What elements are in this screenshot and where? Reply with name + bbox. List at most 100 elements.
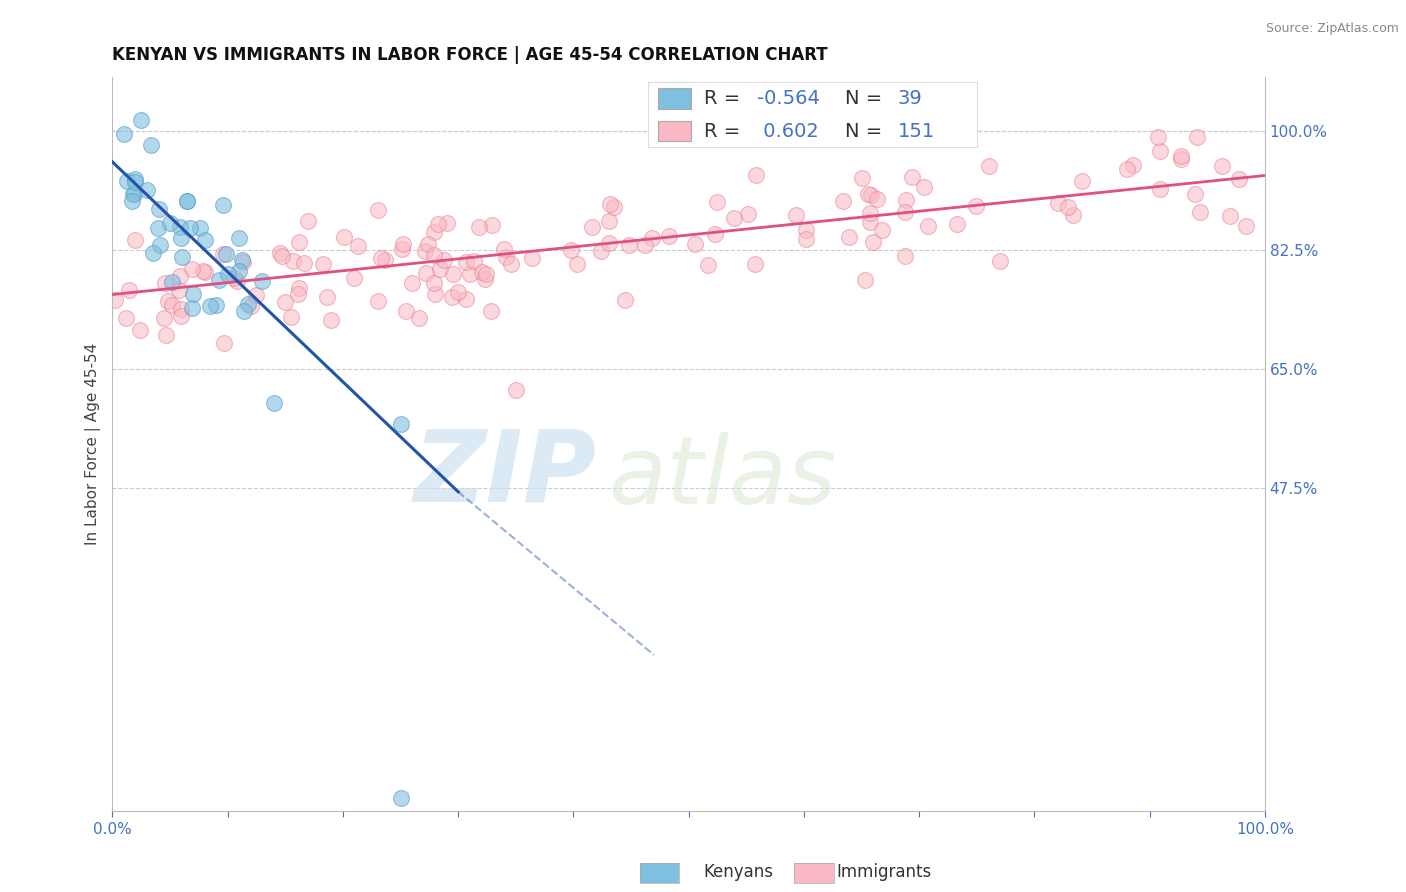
Point [894,205,917,219]
Point [988,253,1011,268]
Point [156,293,179,308]
Point [198,299,221,313]
Point [183,287,205,301]
Point [479,304,502,318]
Point [658,229,681,244]
Point [1070,174,1092,188]
Point [856,186,879,201]
Point [129,113,152,128]
Point [859,188,882,202]
Point [121,194,143,208]
Point [697,258,720,272]
Point [181,262,204,277]
Point [169,220,191,235]
Point [269,246,291,260]
Point [471,265,494,279]
Point [136,183,159,197]
Point [211,198,233,212]
Point [148,202,170,216]
Point [367,203,389,218]
Point [977,159,1000,173]
Text: Immigrants: Immigrants [837,863,932,881]
Point [912,179,935,194]
Point [737,207,759,221]
Point [901,169,924,184]
Point [181,301,204,315]
Point [894,193,917,207]
Point [492,242,515,256]
Text: atlas: atlas [607,432,837,523]
Point [1184,187,1206,202]
Point [408,310,430,325]
Text: KENYAN VS IMMIGRANTS IN LABOR FORCE | AGE 45-54 CORRELATION CHART: KENYAN VS IMMIGRANTS IN LABOR FORCE | AG… [112,46,828,64]
Point [288,235,311,249]
Point [139,137,162,152]
Point [1149,145,1171,159]
Point [208,273,231,287]
Point [706,195,728,210]
Point [155,277,177,291]
Point [598,214,620,228]
Point [395,304,418,318]
Point [233,304,256,318]
Point [122,186,145,201]
Point [194,265,217,279]
Point [170,250,193,264]
Point [794,223,817,237]
Point [1122,157,1144,171]
Point [231,252,253,267]
Point [641,230,664,244]
Point [316,290,339,304]
Point [598,235,620,250]
Point [858,215,880,229]
Point [167,283,190,297]
Point [155,327,177,342]
Point [425,287,447,301]
Point [228,264,250,278]
Point [389,417,412,431]
Point [333,229,356,244]
Point [468,220,491,235]
Point [124,172,146,186]
Point [946,217,969,231]
Y-axis label: In Labor Force | Age 45-54: In Labor Force | Age 45-54 [86,343,101,545]
Point [413,244,436,259]
Point [591,244,613,258]
Point [1046,196,1069,211]
Point [169,310,191,324]
Point [744,257,766,271]
Point [191,263,214,277]
Point [634,237,657,252]
Point [613,293,636,307]
Point [149,237,172,252]
Text: ZIP: ZIP [413,425,596,522]
Point [124,175,146,189]
Point [1187,129,1209,144]
Point [520,252,543,266]
Point [115,310,138,325]
Point [872,223,894,237]
Point [153,310,176,325]
Point [160,275,183,289]
Point [391,237,413,252]
Point [297,214,319,228]
Point [427,217,450,231]
Point [160,298,183,312]
Point [1170,152,1192,166]
Point [723,211,745,226]
Point [1188,205,1211,219]
Point [1219,209,1241,223]
Point [474,272,496,286]
Point [1057,200,1080,214]
Point [794,232,817,246]
Point [263,396,285,410]
Point [169,268,191,283]
Point [859,206,882,220]
Point [280,310,302,324]
Point [252,273,274,287]
Point [851,171,873,186]
Point [617,238,640,252]
Point [212,335,235,350]
Point [917,219,939,234]
Point [581,219,603,234]
